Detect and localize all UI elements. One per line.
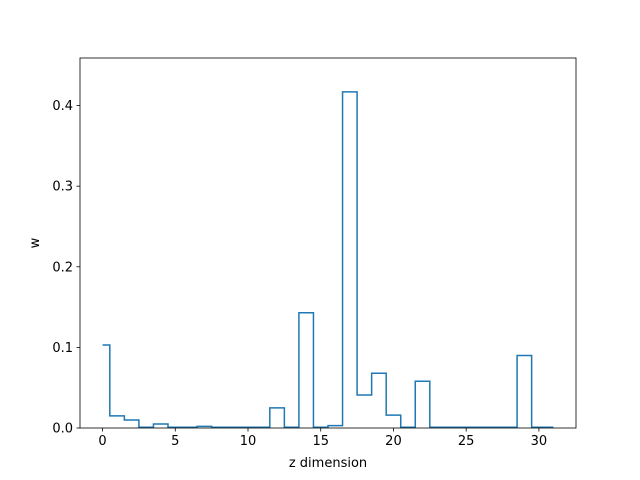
y-tick-label: 0.1 [52,341,73,356]
y-axis-label: w [28,237,43,248]
x-tick-label: 25 [458,434,475,449]
x-tick-label: 5 [171,434,179,449]
x-tick-label: 15 [312,434,329,449]
y-tick-label: 0.3 [52,180,73,195]
x-tick-label: 10 [240,434,257,449]
plot-area [79,57,577,429]
y-tick-label: 0.2 [52,260,73,275]
x-tick-label: 20 [385,434,402,449]
x-axis-ticks: 0 5 10 15 20 25 30 [98,428,547,449]
series-line-w [102,91,554,428]
y-axis-ticks: 0.0 0.1 0.2 0.3 0.4 [52,99,80,437]
y-tick-label: 0.4 [52,99,73,114]
x-tick-label: 0 [98,434,106,449]
axes-frame [79,57,577,429]
x-axis-label: z dimension [289,456,367,471]
x-tick-label: 30 [531,434,548,449]
y-tick-label: 0.0 [52,422,73,437]
